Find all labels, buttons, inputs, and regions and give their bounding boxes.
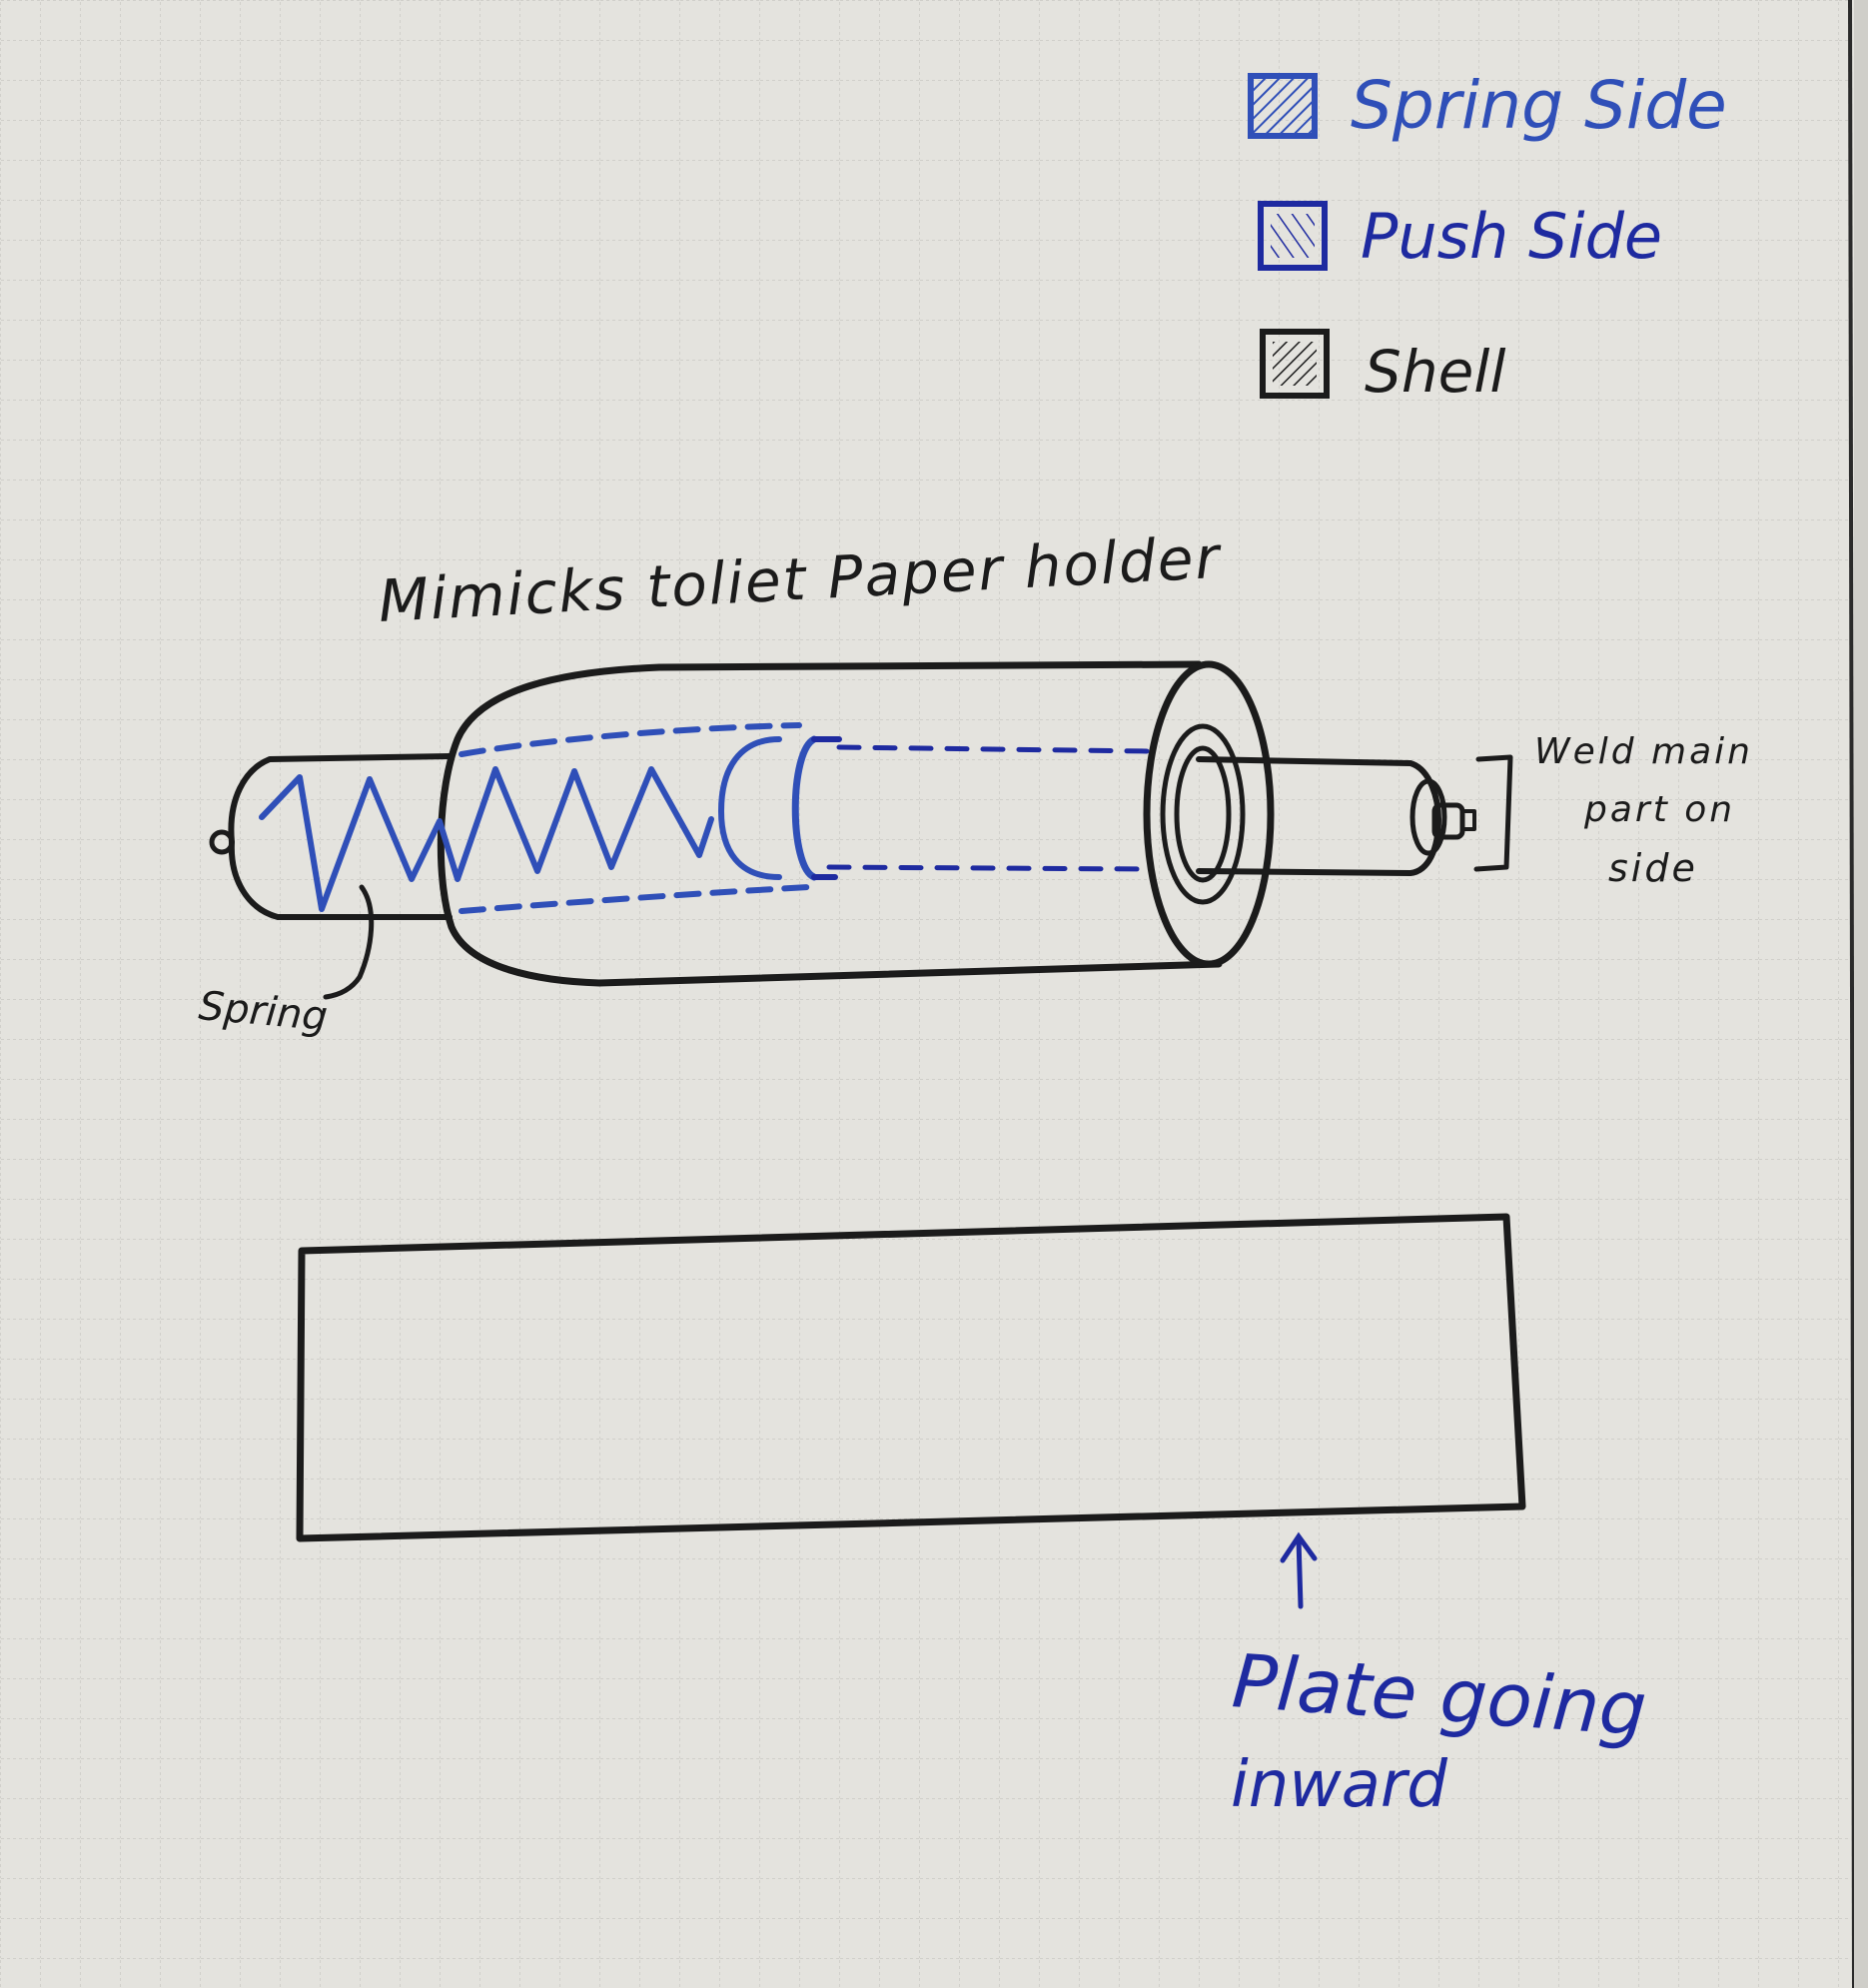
- hidden-line-upper-right: [836, 744, 1152, 754]
- legend: Spring Side Push Side Shell: [1248, 67, 1727, 406]
- shell-body-outline: [437, 660, 1223, 987]
- piston-cup-inner: [791, 735, 818, 881]
- spring-tube-top: [228, 753, 453, 845]
- spring-tube-bottom: [228, 839, 453, 920]
- page-edge: [1848, 0, 1856, 1988]
- plate-arrow-icon: [1280, 1531, 1318, 1609]
- weld-label-line-1: Weld main: [1534, 731, 1753, 772]
- push-side-swatch-icon: [1258, 201, 1328, 271]
- hidden-line-upper-left: [459, 722, 802, 757]
- roller-assembly: [209, 660, 1513, 1000]
- legend-label-push-side: Push Side: [1361, 200, 1662, 273]
- hidden-line-lower-left: [459, 884, 812, 914]
- spring-leader-arrow: [323, 884, 375, 1000]
- legend-item-spring-side: Spring Side: [1248, 67, 1727, 144]
- shell-swatch-icon: [1260, 329, 1330, 399]
- legend-label-shell: Shell: [1365, 338, 1506, 406]
- piston-cup-outer: [718, 736, 782, 880]
- weld-label-line-3: side: [1608, 846, 1698, 890]
- legend-label-spring-side: Spring Side: [1351, 67, 1727, 144]
- legend-item-shell: Shell: [1260, 329, 1506, 406]
- weld-bracket: [1473, 754, 1513, 872]
- spring-side-swatch-icon: [1248, 73, 1318, 139]
- spring-label: Spring: [197, 983, 330, 1040]
- shell-end-collar: [1160, 723, 1246, 905]
- push-rod: [1196, 756, 1441, 876]
- weld-label: Weld main part on side: [1534, 731, 1753, 890]
- plate-label-line-2: inward: [1231, 1748, 1447, 1822]
- legend-item-push-side: Push Side: [1258, 200, 1662, 273]
- hidden-line-lower-right: [826, 864, 1152, 872]
- weld-label-line-2: part on: [1583, 789, 1735, 830]
- shell-end-face: [1143, 660, 1275, 968]
- plate-outline: [296, 1213, 1526, 1542]
- spring-coil: [259, 766, 714, 912]
